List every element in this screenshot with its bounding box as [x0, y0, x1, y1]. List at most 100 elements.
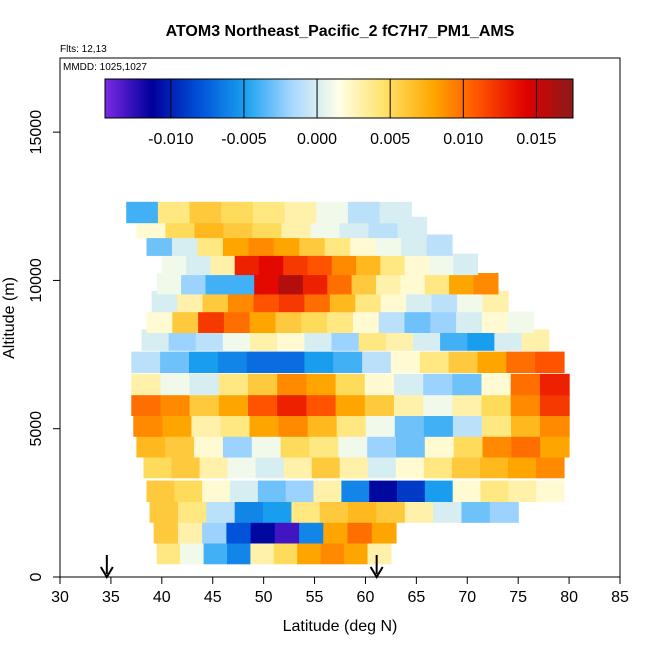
heatmap-cell — [299, 234, 326, 256]
heatmap-cell — [355, 290, 382, 313]
heatmap-cell — [404, 311, 431, 333]
chart-title: ATOM3 Northeast_Pacific_2 fC7H7_PM1_AMS — [166, 23, 515, 40]
y-tick-label: 10000 — [28, 258, 45, 303]
flight-arrows — [99, 555, 384, 579]
heatmap-cell — [278, 415, 309, 437]
heatmap-cell — [177, 522, 203, 544]
heatmap-cell — [178, 501, 207, 523]
heatmap-cell — [156, 542, 181, 565]
heatmap-cell — [338, 436, 368, 458]
heatmap-cell — [228, 290, 255, 313]
heatmap-cell — [335, 394, 366, 416]
heatmap-cell — [222, 329, 251, 351]
heatmap-cell — [539, 373, 570, 396]
heatmap-cell — [489, 501, 519, 523]
heatmap-cell — [160, 394, 191, 416]
heatmap-cell — [335, 373, 366, 396]
heatmap-cell — [205, 273, 231, 295]
heatmap-cell — [430, 311, 457, 333]
x-tick-label: 30 — [51, 589, 69, 606]
heatmap-cell — [273, 542, 298, 565]
heatmap-cell — [404, 501, 434, 523]
heatmap-cell — [246, 351, 277, 373]
heatmap-cell — [401, 234, 428, 256]
heatmap-cell — [146, 480, 175, 502]
heatmap-cell — [278, 273, 304, 295]
heatmap-cell — [197, 234, 224, 256]
x-tick-label: 35 — [102, 589, 120, 606]
heatmap-cell — [230, 480, 259, 502]
x-tick-label: 60 — [357, 589, 375, 606]
colorbar-tick-label: 0.000 — [297, 131, 337, 148]
x-tick-label: 80 — [560, 589, 578, 606]
heatmap-cell — [344, 542, 369, 565]
x-tick-label: 40 — [153, 589, 171, 606]
heatmap-cell — [223, 311, 251, 333]
colorbar-ticks: -0.010 -0.005 0.000 0.005 0.010 0.015 — [148, 79, 557, 148]
heatmap-cell — [378, 311, 406, 333]
heatmap-cell — [449, 273, 475, 295]
heatmap-cell — [306, 373, 337, 396]
heatmap-cell — [323, 522, 349, 544]
heatmap-cell — [226, 522, 252, 544]
heatmap-cell — [376, 273, 401, 295]
heatmap-cell — [301, 311, 328, 333]
heatmap-cell — [136, 436, 166, 458]
heatmap-cell — [195, 329, 224, 351]
heatmap-cell — [424, 436, 455, 458]
heatmap-cell — [202, 480, 231, 502]
heatmap-cell — [365, 415, 396, 437]
heatmap-cell — [189, 201, 222, 224]
heatmap-cell — [285, 480, 315, 502]
heatmap-cell — [431, 290, 458, 313]
heatmap-cell — [327, 311, 354, 333]
heatmap-cell — [221, 201, 254, 224]
heatmap-cell — [277, 373, 307, 396]
heatmap-cell — [146, 234, 173, 256]
heatmap-cell — [426, 234, 453, 256]
heatmap-cell — [448, 351, 478, 373]
heatmap-cell — [452, 394, 483, 416]
heatmap-cell — [351, 273, 377, 295]
heatmap-cell — [251, 436, 282, 458]
heatmap-cell — [198, 311, 225, 333]
heatmap-cell — [352, 311, 380, 333]
heatmap-cell — [304, 329, 333, 351]
heatmap-cell — [234, 501, 264, 523]
heatmap-cell — [536, 480, 565, 502]
heatmap-cell — [172, 311, 199, 333]
heatmap-cell — [258, 253, 284, 276]
heatmap-cell — [371, 522, 397, 544]
heatmap-cell — [440, 329, 468, 351]
heatmap-cell — [275, 311, 302, 333]
heatmap-cell — [356, 253, 381, 276]
heatmap-cell — [348, 501, 378, 523]
heatmap-cell — [347, 201, 381, 224]
heatmap-cell — [331, 253, 357, 276]
heatmap-cell — [375, 234, 402, 256]
heatmap-cell — [396, 436, 426, 458]
x-tick-label: 70 — [458, 589, 476, 606]
heatmap-cell — [199, 456, 229, 479]
heatmap-cell — [250, 522, 276, 544]
heatmap-cell — [249, 415, 280, 437]
heatmap-cell — [379, 201, 412, 224]
colorbar — [104, 78, 574, 119]
heatmap-cell — [181, 273, 207, 295]
heatmap-cell — [222, 234, 249, 256]
heatmap-cell — [536, 456, 565, 479]
heatmap-cell — [174, 480, 203, 502]
heatmap-cell — [133, 415, 163, 437]
heatmap-cell — [419, 351, 450, 373]
heatmap-cell — [220, 415, 251, 437]
heatmap-cell — [157, 201, 191, 224]
y-axis: 0 5000 10000 15000 — [28, 110, 60, 581]
heatmap-cell — [467, 329, 496, 351]
heatmap-cell — [535, 351, 565, 373]
heatmap-cell — [461, 501, 491, 523]
heatmap-cell — [248, 234, 275, 256]
heatmap-cell — [397, 480, 426, 502]
heatmap-cell — [482, 436, 512, 458]
colorbar-tick-label: -0.010 — [148, 131, 193, 148]
heatmap-cell — [473, 273, 499, 295]
